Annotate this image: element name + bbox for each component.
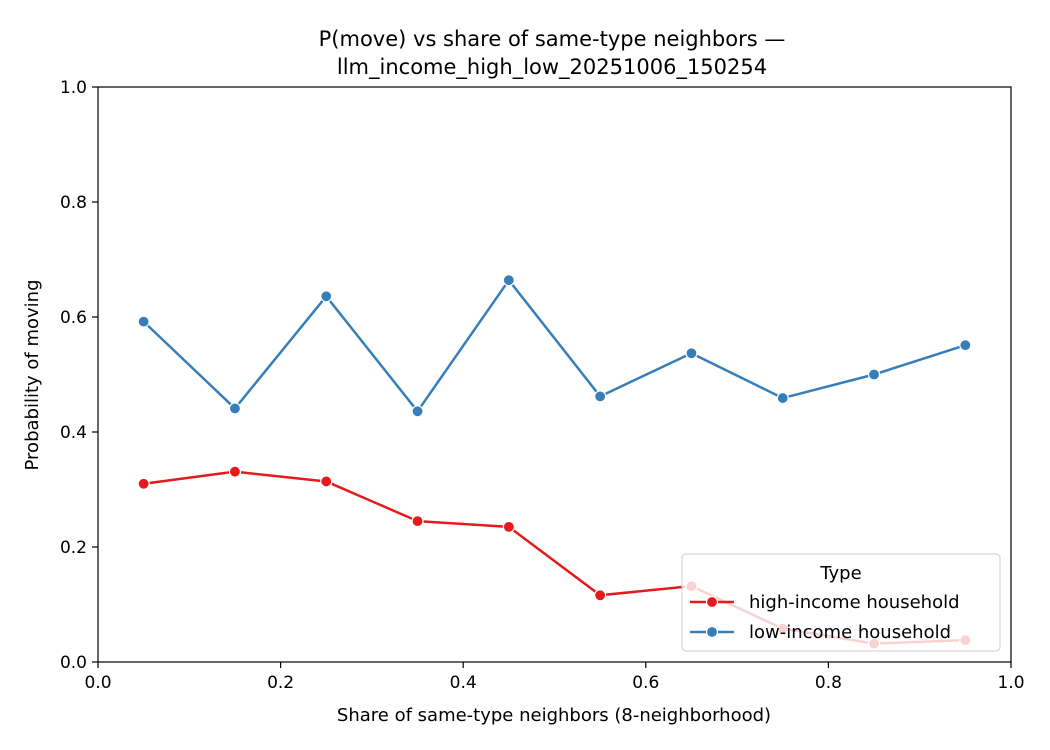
- y-tick-label: 0.6: [60, 308, 87, 328]
- data-point: [228, 402, 242, 415]
- legend-marker: [705, 625, 719, 639]
- y-tick-label: 0.4: [60, 423, 87, 443]
- x-tick-label: 0.0: [84, 673, 111, 693]
- x-tick-label: 0.4: [450, 673, 477, 693]
- data-point: [502, 274, 515, 287]
- legend-label: high-income household: [749, 592, 960, 613]
- legend-title: Type: [819, 563, 861, 584]
- data-point: [137, 315, 150, 328]
- axes-layer: 0.0 0.2 0.4 0.6 0.8 1.0 0.0 0.2 0.4 0.6 0.8 1.0: [60, 78, 1025, 693]
- chart-title-line-1: P(move) vs share of same-type neighbors …: [319, 27, 786, 51]
- series-line: [142, 278, 966, 413]
- data-point: [867, 368, 881, 381]
- data-point: [776, 391, 789, 405]
- data-point: [502, 520, 515, 533]
- data-point: [594, 589, 607, 602]
- data-point: [320, 475, 333, 488]
- x-tick-label: 0.2: [267, 673, 294, 693]
- legend-marker: [705, 595, 719, 609]
- legend-box: [681, 553, 1001, 652]
- data-point: [685, 347, 698, 360]
- legend-item: low-income household: [690, 622, 951, 643]
- legend-item: high-income household: [690, 592, 960, 613]
- y-tick-label: 0.8: [60, 193, 87, 213]
- x-axis-label: Share of same-type neighbors (8-neighbor…: [337, 705, 771, 726]
- x-tick-label: 0.8: [815, 673, 842, 693]
- data-point: [411, 405, 424, 418]
- data-point: [959, 339, 972, 352]
- chart-title-line-2: llm_income_high_low_20251006_150254: [337, 55, 767, 80]
- x-tick-label: 0.6: [632, 673, 659, 693]
- legend: Type high-income household low-income hous…: [681, 553, 1001, 652]
- data-point: [137, 477, 150, 490]
- data-point: [320, 290, 333, 303]
- chart-title: P(move) vs share of same-type neighbors …: [319, 27, 786, 80]
- data-point: [228, 465, 242, 478]
- axes-frame: [97, 86, 1012, 663]
- y-tick-label: 1.0: [60, 78, 87, 98]
- y-tick-label: 0.2: [60, 538, 87, 558]
- data-point: [594, 390, 607, 403]
- y-tick-label: 0.0: [60, 653, 87, 673]
- legend-label: low-income household: [749, 622, 951, 643]
- x-tick-label: 1.0: [997, 673, 1024, 693]
- data-point: [411, 515, 424, 528]
- series-2: [137, 274, 972, 418]
- y-axis-label: Probability of moving: [22, 280, 43, 471]
